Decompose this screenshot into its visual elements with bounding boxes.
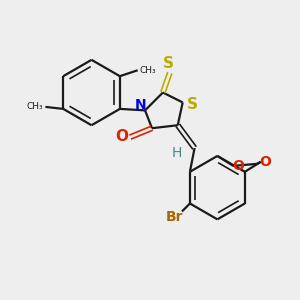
Text: CH₃: CH₃ — [140, 66, 156, 75]
Text: O: O — [260, 155, 272, 169]
Text: S: S — [163, 56, 174, 71]
Text: O: O — [232, 159, 244, 173]
Text: S: S — [187, 97, 198, 112]
Text: CH₃: CH₃ — [27, 102, 44, 111]
Text: N: N — [134, 98, 146, 112]
Text: Br: Br — [165, 210, 183, 224]
Text: H: H — [172, 146, 182, 160]
Text: O: O — [115, 129, 128, 144]
